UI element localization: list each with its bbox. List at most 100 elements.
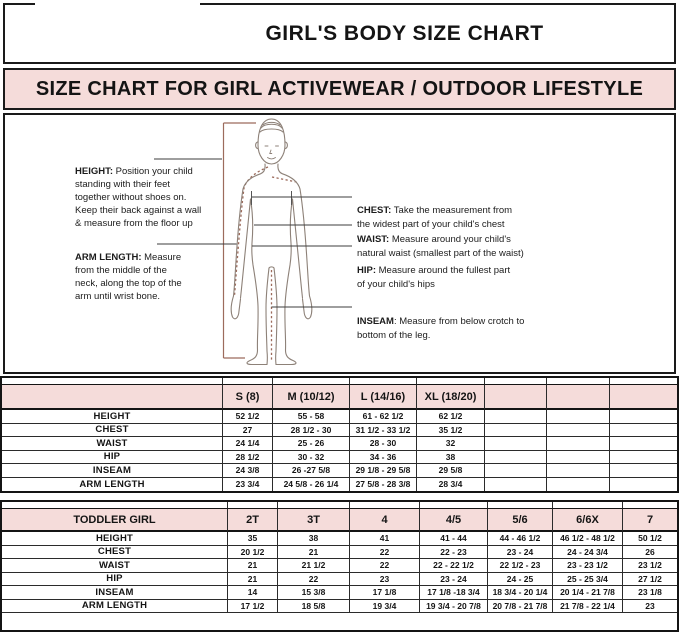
empty-cell [488, 502, 553, 509]
table-cell: 21 7/8 - 22 1/4 [553, 599, 623, 613]
empty-cell [223, 378, 273, 385]
column-header-l1416: L (14/16) [350, 385, 417, 410]
arm-length-dotted-line [233, 166, 269, 297]
empty-cell [485, 378, 547, 385]
column-header [610, 385, 677, 410]
table-cell: 20 1/2 [228, 545, 278, 559]
hip-term: HIP: [357, 264, 376, 276]
column-header-7: 7 [623, 509, 677, 532]
table-cell: 18 3/4 - 20 1/4 [488, 586, 553, 600]
child-figure-outline [230, 118, 313, 366]
banner: SIZE CHART FOR GIRL ACTIVEWEAR / OUTDOOR… [3, 68, 676, 110]
arm-and-inseam-measure-lines [233, 166, 297, 361]
table-cell [547, 450, 610, 464]
table-cell [610, 410, 677, 424]
table-cell: 29 5/8 [417, 464, 485, 478]
table-cell: 24 - 24 3/4 [553, 545, 623, 559]
table-cell: 23 [623, 600, 677, 613]
arm-length-text: Measure from the middle of the neck, alo… [75, 252, 182, 302]
table-cell: 46 1/2 - 48 1/2 [553, 532, 623, 546]
inseam-term: INSEAM [357, 315, 394, 327]
table-cell [610, 451, 677, 464]
table-cell: 61 - 62 1/2 [350, 410, 417, 424]
row-label-inseam: INSEAM [2, 464, 223, 478]
column-header-toddler-girl: TODDLER GIRL [2, 509, 228, 532]
table-cell: 55 - 58 [273, 410, 350, 424]
empty-cell [350, 502, 420, 509]
column-header [485, 385, 547, 410]
column-header [547, 385, 610, 410]
column-header-6-6x: 6/6X [553, 509, 623, 532]
table-cell: 24 1/4 [223, 437, 273, 451]
table-cell: 28 1/2 - 30 [273, 423, 350, 437]
height-measure-line [222, 122, 256, 359]
waist-instruction: WAIST: Measure around your child's natur… [357, 218, 557, 262]
table-cell: 14 [228, 586, 278, 600]
table-cell: 21 [278, 545, 350, 559]
table-cell: 23 1/8 [623, 586, 677, 600]
arm-length-instruction: ARM LENGTH: Measure from the middle of t… [75, 238, 215, 303]
table-cell: 50 1/2 [623, 532, 677, 546]
inseam-text: : Measure from below crotch to bottom of… [357, 315, 525, 342]
table-cell: 23 - 24 [420, 572, 488, 586]
table-cell: 35 [228, 532, 278, 546]
table-cell: 22 [350, 545, 420, 559]
height-text: Position your child standing with their … [75, 166, 202, 229]
artifact-white-patch [35, 0, 200, 14]
row-label-arm-length: ARM LENGTH [2, 599, 228, 613]
table-cell: 24 3/8 [223, 464, 273, 478]
child-figure-illustration [154, 118, 352, 366]
table-cell: 30 - 32 [273, 450, 350, 464]
table-cell [610, 464, 677, 478]
table-cell [547, 464, 610, 478]
table-cell: 20 1/4 - 21 7/8 [553, 586, 623, 600]
waist-term: WAIST: [357, 233, 390, 245]
table-cell [485, 437, 547, 451]
hip-text: Measure around the fullest part of your … [357, 264, 511, 291]
column-header-xl1820: XL (18/20) [417, 385, 485, 410]
table-cell: 41 - 44 [420, 532, 488, 546]
empty-cell [553, 502, 623, 509]
row-label-height: HEIGHT [2, 410, 223, 424]
table-cell: 35 1/2 [417, 423, 485, 437]
empty-cell [350, 378, 417, 385]
table-cell: 26 [623, 546, 677, 559]
table-cell [485, 477, 547, 491]
column-header-4-5: 4/5 [420, 509, 488, 532]
row-label-arm-length: ARM LENGTH [2, 477, 223, 491]
table-cell [547, 410, 610, 424]
page-title: GIRL'S BODY SIZE CHART [265, 21, 544, 45]
table-cell: 25 - 25 3/4 [553, 572, 623, 586]
table-cell: 28 - 30 [350, 437, 417, 451]
table-cell: 44 - 46 1/2 [488, 532, 553, 546]
table-cell: 21 [228, 572, 278, 586]
column-header-5-6: 5/6 [488, 509, 553, 532]
table-cell [547, 477, 610, 491]
table-cell [485, 423, 547, 437]
arm-length-term: ARM LENGTH: [75, 252, 142, 263]
table-cell [547, 437, 610, 451]
table-cell: 31 1/2 - 33 1/2 [350, 423, 417, 437]
table-cell: 28 1/2 [223, 450, 273, 464]
table-cell: 27 [223, 423, 273, 437]
column-header [2, 385, 223, 410]
table-cell: 62 1/2 [417, 410, 485, 424]
table-cell: 17 1/2 [228, 599, 278, 613]
empty-cell [278, 502, 350, 509]
measurement-diagram: HEIGHT: Position your child standing wit… [3, 113, 676, 374]
title-box: GIRL'S BODY SIZE CHART [3, 3, 676, 64]
column-header-s8: S (8) [223, 385, 273, 410]
table-cell [485, 464, 547, 478]
empty-cell [623, 502, 677, 509]
row-label-height: HEIGHT [2, 532, 228, 546]
height-instruction: HEIGHT: Position your child standing wit… [75, 152, 215, 230]
table-cell: 18 5/8 [278, 599, 350, 613]
table-cell: 24 - 25 [488, 572, 553, 586]
banner-title: SIZE CHART FOR GIRL ACTIVEWEAR / OUTDOOR… [35, 77, 644, 100]
table-cell: 24 5/8 - 26 1/4 [273, 477, 350, 491]
table-cell: 27 1/2 [623, 573, 677, 586]
table-cell: 23 1/2 [623, 559, 677, 573]
empty-cell [417, 378, 485, 385]
callout-pointer-lines [154, 158, 352, 308]
chest-level-ticks [251, 191, 292, 205]
